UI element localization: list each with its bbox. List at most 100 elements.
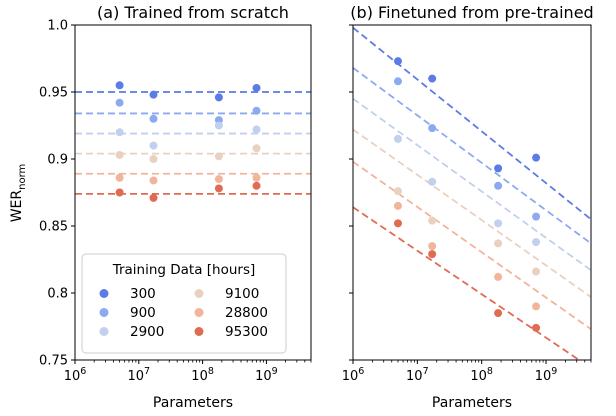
y-tick-label: 0.75 — [39, 354, 68, 369]
data-point-28800 — [494, 272, 503, 281]
legend-item-900: 900 — [99, 305, 156, 321]
panel-b-y-ticks — [349, 24, 353, 361]
panel-b-title: (b) Finetuned from pre-trained — [350, 3, 593, 22]
legend-marker — [99, 289, 109, 298]
data-point-9100 — [494, 239, 503, 248]
data-point-95300 — [252, 181, 261, 190]
panel-a-x-label: Parameters — [153, 395, 233, 411]
data-point-2900 — [149, 141, 158, 150]
data-point-2900 — [393, 134, 402, 143]
y-tick: 1.0 — [47, 19, 75, 34]
data-point-28800 — [393, 201, 402, 210]
y-tick: 0.8 — [47, 287, 75, 302]
data-point-95300 — [393, 219, 402, 228]
data-point-900 — [393, 77, 402, 86]
x-tick: 107 — [128, 360, 151, 384]
data-point-9100 — [149, 155, 158, 163]
panel-b-x-ticks: 106 107 108 109 — [342, 360, 592, 384]
y-tick-label: 1.0 — [47, 19, 68, 34]
data-point-300 — [214, 93, 223, 102]
data-point-2900 — [494, 219, 503, 228]
data-point-9100 — [214, 152, 223, 161]
y-tick: 0.9 — [47, 153, 75, 168]
panel-a-fit-lines — [75, 91, 311, 195]
y-tick-label: 0.8 — [47, 287, 68, 302]
data-point-95300 — [149, 193, 158, 202]
data-point-28800 — [532, 302, 541, 311]
x-tick-label: 109 — [535, 366, 558, 384]
fit-line-2900 — [353, 97, 591, 271]
data-point-900 — [494, 181, 503, 190]
x-tick: 107 — [406, 360, 429, 384]
x-tick-label: 106 — [64, 366, 87, 384]
data-point-28800 — [252, 173, 261, 182]
panel-a-x-ticks: 106 107 108 109 — [64, 360, 312, 384]
panel-a-y-ticks: 0.75 0.8 0.85 0.9 0.95 1.0 — [39, 19, 75, 369]
data-point-9100 — [115, 150, 124, 159]
data-point-300 — [494, 164, 503, 173]
x-tick-label: 108 — [191, 366, 214, 384]
legend-label: 2900 — [130, 324, 164, 340]
data-point-2900 — [214, 121, 223, 130]
panel-a-y-label: WERnorm — [9, 164, 28, 223]
legend-label: 95300 — [225, 324, 268, 340]
x-tick-label: 109 — [255, 366, 278, 384]
panel-a-points — [115, 81, 261, 202]
data-point-95300 — [494, 309, 503, 318]
x-tick: 109 — [535, 360, 558, 384]
data-point-28800 — [115, 173, 124, 182]
fit-line-95300 — [353, 206, 581, 360]
legend-items: 300 900 2900 9100 28800 95300 — [99, 286, 268, 340]
y-tick: 0.85 — [39, 220, 75, 235]
panel-a-title: (a) Trained from scratch — [97, 3, 289, 22]
x-tick-label: 107 — [406, 366, 429, 384]
legend-label: 9100 — [225, 286, 259, 302]
x-tick: 108 — [191, 360, 214, 384]
data-point-300 — [393, 57, 402, 66]
data-point-2900 — [115, 128, 124, 137]
x-tick: 108 — [470, 360, 493, 384]
legend-marker — [99, 308, 109, 317]
legend-box — [81, 253, 287, 354]
legend: Training Data [hours] 300 900 2900 9100 2880… — [81, 253, 287, 354]
data-point-300 — [149, 90, 158, 99]
data-point-900 — [428, 124, 437, 133]
x-tick-label: 106 — [342, 366, 365, 384]
panel-b-frame — [352, 24, 592, 361]
y-tick-label: 0.9 — [47, 153, 68, 168]
x-tick-label: 107 — [128, 366, 151, 384]
data-point-28800 — [149, 176, 158, 185]
panel-a: (a) Trained from scratch 0.750.80.850.90… — [9, 3, 312, 411]
data-point-9100 — [252, 144, 261, 153]
fit-line-300 — [353, 26, 591, 221]
panel-b-fit-lines — [353, 26, 591, 360]
panel-b-x-label: Parameters — [432, 395, 512, 411]
x-tick: 106 — [342, 360, 365, 384]
legend-item-28800: 28800 — [194, 305, 268, 321]
data-point-9100 — [393, 187, 402, 196]
legend-marker — [194, 289, 204, 298]
data-point-300 — [115, 81, 124, 90]
data-point-2900 — [532, 238, 541, 247]
legend-marker — [194, 308, 204, 317]
data-point-28800 — [428, 242, 437, 251]
data-point-900 — [149, 114, 158, 123]
panel-b: (b) Finetuned from pre-trained 106 107 108… — [342, 3, 594, 411]
data-point-300 — [532, 153, 541, 162]
data-point-300 — [252, 83, 261, 92]
y-tick-label: 0.85 — [39, 220, 68, 235]
data-point-900 — [115, 98, 124, 107]
data-point-9100 — [428, 216, 437, 225]
y-tick-label: 0.95 — [39, 86, 68, 101]
fit-line-28800 — [353, 160, 591, 330]
x-tick-label: 108 — [470, 366, 493, 384]
y-tick: 0.75 — [39, 354, 75, 369]
legend-label: 300 — [130, 286, 156, 302]
data-point-900 — [252, 106, 261, 115]
legend-marker — [194, 327, 204, 336]
data-point-2900 — [252, 125, 261, 134]
x-tick: 106 — [64, 360, 87, 384]
fit-line-9100 — [353, 128, 591, 298]
panel-b-points — [393, 57, 541, 332]
